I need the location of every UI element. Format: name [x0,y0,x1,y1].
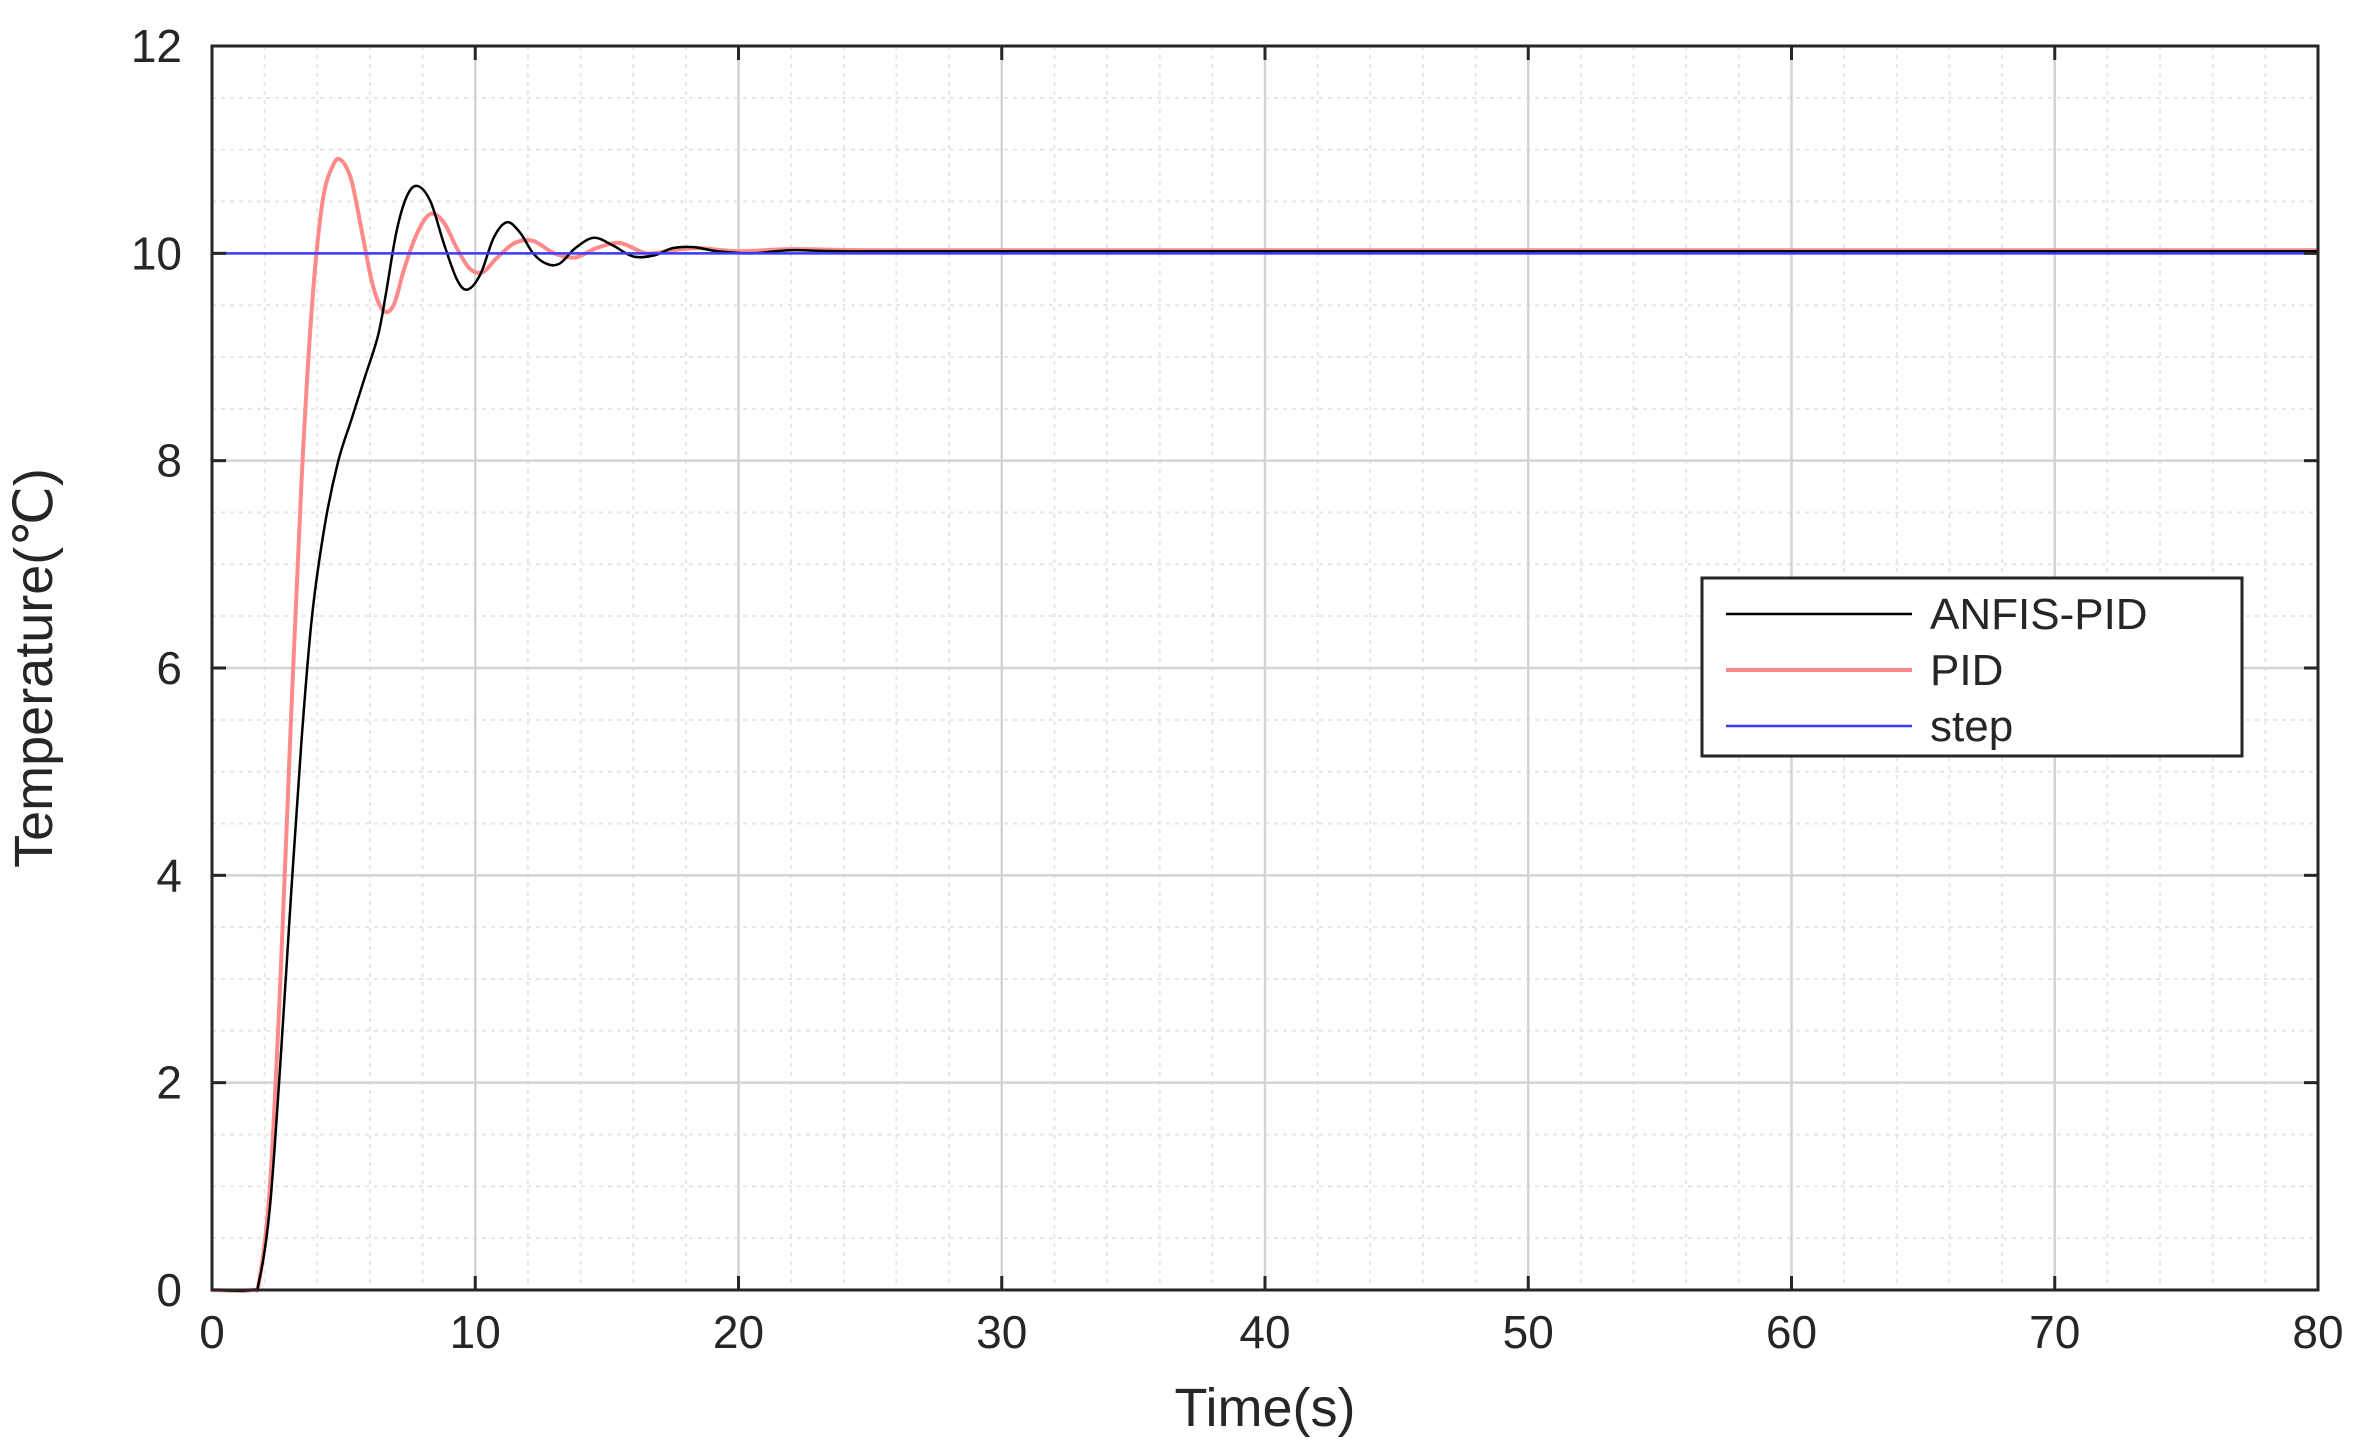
legend-label-pid: PID [1930,646,2003,695]
x-tick-label: 60 [1766,1306,1817,1358]
x-tick-label: 40 [1239,1306,1290,1358]
y-tick-label: 6 [156,642,182,694]
legend-label-step: step [1930,702,2013,751]
y-tick-label: 4 [156,849,182,901]
legend-items: ANFIS-PID PID step [1726,590,2148,751]
x-tick-label: 0 [199,1306,225,1358]
x-tick-labels: 0 10 20 30 40 50 60 70 80 [199,1306,2343,1358]
x-tick-label: 10 [450,1306,501,1358]
x-tick-label: 70 [2029,1306,2080,1358]
x-tick-label: 30 [976,1306,1027,1358]
y-tick-label: 2 [156,1057,182,1109]
x-tick-label: 50 [1503,1306,1554,1358]
legend: ANFIS-PID PID step [1700,576,2244,758]
legend-label-anfis-pid: ANFIS-PID [1930,590,2148,639]
y-tick-label: 0 [156,1264,182,1316]
y-tick-label: 10 [131,227,182,279]
x-tick-label: 20 [713,1306,764,1358]
x-axis-label: Time(s) [1175,1378,1356,1438]
series-line-anfis-pid [211,184,2318,1293]
y-axis-label: Temperature(℃) [4,468,64,868]
tick-marks [210,44,2320,1292]
series-layer [211,156,2318,1293]
y-tick-labels: 0 2 4 6 8 10 12 [131,20,182,1316]
y-tick-label: 8 [156,435,182,487]
x-tick-label: 80 [2292,1306,2343,1358]
y-tick-label: 12 [131,20,182,72]
